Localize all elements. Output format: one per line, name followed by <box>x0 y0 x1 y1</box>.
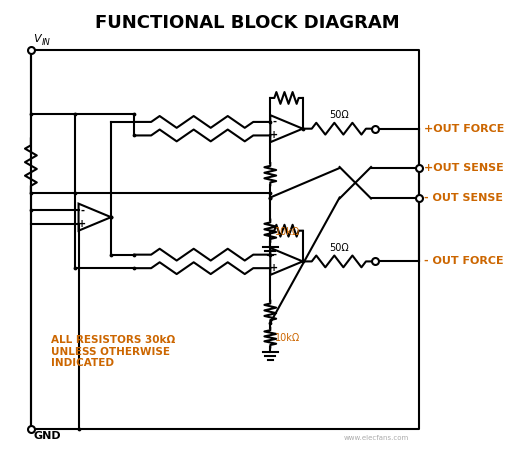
Text: 50Ω: 50Ω <box>329 242 349 252</box>
Text: www.elecfans.com: www.elecfans.com <box>344 435 409 441</box>
Text: -: - <box>80 205 84 215</box>
Text: - OUT FORCE: - OUT FORCE <box>424 257 504 266</box>
Text: FUNCTIONAL BLOCK DIAGRAM: FUNCTIONAL BLOCK DIAGRAM <box>95 14 400 32</box>
Text: +: + <box>78 219 87 229</box>
Text: - OUT SENSE: - OUT SENSE <box>424 192 503 202</box>
Text: GND: GND <box>33 431 61 441</box>
Text: -: - <box>272 117 276 127</box>
Text: +: + <box>270 130 278 140</box>
Text: -: - <box>272 250 276 260</box>
Text: +OUT FORCE: +OUT FORCE <box>424 123 505 133</box>
Text: ALL RESISTORS 30kΩ
UNLESS OTHERWISE
INDICATED: ALL RESISTORS 30kΩ UNLESS OTHERWISE INDI… <box>50 335 175 368</box>
Text: 50Ω: 50Ω <box>329 110 349 120</box>
Text: V: V <box>33 34 41 44</box>
Text: 10kΩ: 10kΩ <box>275 227 300 237</box>
Text: 10kΩ: 10kΩ <box>275 333 300 343</box>
Text: +: + <box>270 263 278 273</box>
Text: +OUT SENSE: +OUT SENSE <box>424 163 504 173</box>
Text: IN: IN <box>42 38 50 47</box>
